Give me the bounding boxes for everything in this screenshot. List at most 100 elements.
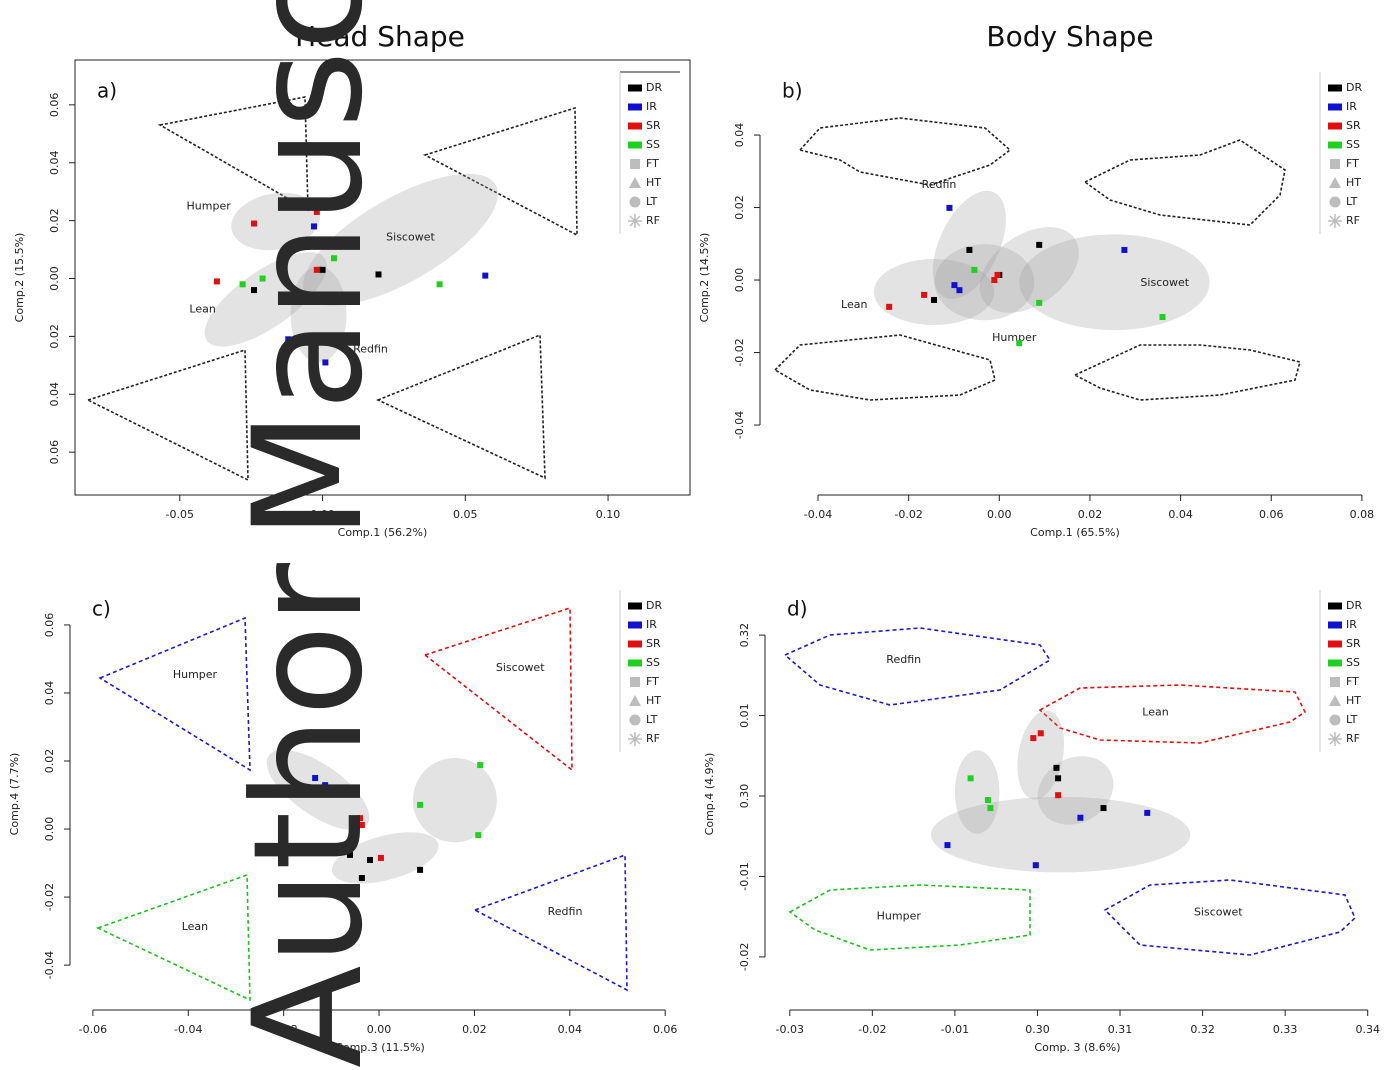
head-outline xyxy=(98,616,251,772)
data-point xyxy=(956,287,963,294)
y-tick-label: -0.04 xyxy=(43,951,56,979)
data-point xyxy=(946,204,953,211)
confidence-ellipse xyxy=(331,832,439,884)
group-label: Humper xyxy=(173,668,218,681)
legend-label: SS xyxy=(646,138,660,151)
legend-label: DR xyxy=(646,81,662,94)
legend-marker xyxy=(1329,196,1341,208)
data-point xyxy=(1036,299,1043,306)
y-tick-label: 0.04 xyxy=(48,150,61,175)
data-point xyxy=(987,805,994,812)
data-point xyxy=(1032,862,1039,869)
data-point xyxy=(1055,792,1062,799)
confidence-ellipse xyxy=(979,227,1079,313)
legend-swatch xyxy=(1328,84,1342,92)
column-title: Body Shape xyxy=(986,20,1153,53)
data-point xyxy=(921,291,928,298)
confidence-ellipse xyxy=(412,757,497,843)
group-label: Lean xyxy=(182,920,208,933)
legend-label: IR xyxy=(1346,618,1357,631)
legend-label: LT xyxy=(646,713,658,726)
confidence-ellipse xyxy=(873,259,995,325)
legend-label: LT xyxy=(646,195,658,208)
legend-label: LT xyxy=(1346,713,1358,726)
legend-swatch xyxy=(628,103,642,111)
data-point xyxy=(417,866,424,873)
legend-label: HT xyxy=(646,694,661,707)
legend-label: RF xyxy=(646,732,660,745)
x-tick-label: 0.00 xyxy=(987,508,1012,521)
head-outline xyxy=(422,106,578,237)
head-outline xyxy=(375,333,546,480)
legend-label: IR xyxy=(646,100,657,113)
legend-label: SS xyxy=(1346,138,1360,151)
head-outline xyxy=(473,853,628,992)
data-point xyxy=(1037,730,1044,737)
x-tick-label: 0.05 xyxy=(453,508,478,521)
panel-label: a) xyxy=(97,79,117,103)
legend-label: DR xyxy=(1346,81,1362,94)
confidence-ellipse xyxy=(290,266,347,363)
y-tick-label: 0.02 xyxy=(48,324,61,349)
data-point xyxy=(312,775,319,782)
legend-label: RF xyxy=(1346,732,1360,745)
legend-label: HT xyxy=(1346,176,1361,189)
data-point xyxy=(436,281,443,288)
body-outline xyxy=(798,117,1012,186)
confidence-ellipse xyxy=(930,796,1191,873)
data-point xyxy=(931,296,938,303)
x-tick-label: 0.34 xyxy=(1355,1023,1380,1036)
group-label: Redfin xyxy=(353,342,388,355)
legend-swatch xyxy=(628,640,642,648)
y-axis-label: Comp.4 (4.9%) xyxy=(703,753,716,836)
x-tick-label: -0.03 xyxy=(776,1023,804,1036)
group-label: Humper xyxy=(992,331,1037,344)
x-tick-label: -0.02 xyxy=(894,508,922,521)
y-tick-label: 0.30 xyxy=(738,784,751,809)
y-tick-label: 0.00 xyxy=(733,268,746,293)
y-tick-label: 0.00 xyxy=(48,266,61,291)
panel-label: b) xyxy=(782,79,803,103)
body-outline xyxy=(788,884,1031,951)
panel-label: d) xyxy=(787,597,808,621)
data-point xyxy=(994,271,1001,278)
x-tick-label: 0.06 xyxy=(653,1023,678,1036)
data-point xyxy=(366,856,373,863)
legend-swatch xyxy=(1328,621,1342,629)
y-axis-label: Comp.2 (14.5%) xyxy=(698,233,711,323)
legend-label: HT xyxy=(646,176,661,189)
legend-label: DR xyxy=(1346,599,1362,612)
data-point xyxy=(259,275,266,282)
y-tick-label: 0.02 xyxy=(733,195,746,220)
data-point xyxy=(1144,809,1151,816)
data-point xyxy=(967,775,974,782)
x-tick-label: 0.02 xyxy=(462,1023,487,1036)
y-tick-label: 0.04 xyxy=(733,123,746,148)
body-outline xyxy=(1073,344,1301,401)
legend-swatch xyxy=(628,621,642,629)
legend-label: SS xyxy=(1346,656,1360,669)
legend-label: SR xyxy=(1346,637,1361,650)
legend-label: LT xyxy=(1346,195,1358,208)
y-tick-label: -0.01 xyxy=(738,862,751,890)
group-label: Humper xyxy=(187,200,232,213)
legend-marker xyxy=(1328,214,1342,228)
group-label: Lean xyxy=(841,298,867,311)
body-outline xyxy=(1038,684,1307,744)
y-tick-label: 0.32 xyxy=(738,623,751,648)
data-point xyxy=(1100,805,1107,812)
outlines xyxy=(85,96,1356,1002)
y-tick-label: 0.06 xyxy=(43,613,56,638)
data-point xyxy=(319,266,326,273)
x-tick-label: -0.06 xyxy=(79,1023,107,1036)
group-label: Siscowet xyxy=(496,661,545,674)
confidence-ellipse xyxy=(932,190,1006,299)
group-label: Lean xyxy=(1142,705,1168,718)
legend-marker xyxy=(629,714,641,726)
body-outline xyxy=(1103,879,1356,956)
data-point xyxy=(313,208,320,215)
confidence-ellipse xyxy=(231,192,321,251)
x-tick-label: 0.04 xyxy=(558,1023,583,1036)
legend-marker xyxy=(629,177,641,188)
legend-label: SR xyxy=(646,119,661,132)
